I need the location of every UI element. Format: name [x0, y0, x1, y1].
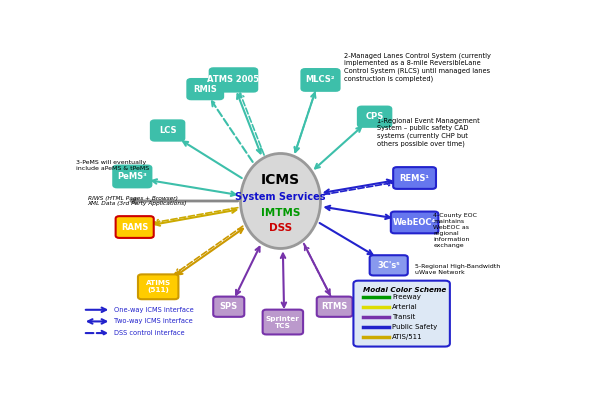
Text: 4-County EOC
maintains
WebEOC as
regional
information
exchange: 4-County EOC maintains WebEOC as regiona…: [433, 213, 477, 248]
FancyBboxPatch shape: [151, 120, 185, 140]
FancyBboxPatch shape: [302, 69, 339, 91]
FancyBboxPatch shape: [263, 310, 303, 334]
Text: IMTMS: IMTMS: [261, 208, 300, 218]
FancyBboxPatch shape: [370, 255, 408, 275]
Text: Modal Color Scheme: Modal Color Scheme: [363, 287, 446, 293]
Text: SPS: SPS: [220, 302, 238, 311]
Text: RAMS: RAMS: [121, 222, 148, 232]
Text: System Services: System Services: [236, 192, 326, 202]
Text: 2-Managed Lanes Control System (currently
implemented as a 8-mile ReversibleLane: 2-Managed Lanes Control System (currentl…: [344, 53, 491, 82]
Text: PeMS³: PeMS³: [117, 172, 148, 181]
Text: ICMS: ICMS: [261, 173, 300, 187]
Text: WebEOC⁴: WebEOC⁴: [393, 218, 436, 227]
Ellipse shape: [240, 154, 320, 248]
FancyBboxPatch shape: [391, 212, 438, 233]
Text: 3C's⁵: 3C's⁵: [378, 261, 400, 270]
Text: DSS control interface: DSS control interface: [114, 330, 184, 336]
FancyBboxPatch shape: [115, 216, 154, 238]
Text: REMS¹: REMS¹: [399, 174, 430, 183]
Text: ATIMS
(511): ATIMS (511): [146, 280, 171, 293]
Text: One-way ICMS interface: One-way ICMS interface: [114, 307, 193, 313]
Text: LCS: LCS: [159, 126, 177, 135]
Text: Transit: Transit: [392, 314, 415, 320]
Text: ATIS/511: ATIS/511: [392, 334, 422, 340]
Text: Arterial: Arterial: [392, 304, 418, 310]
Text: 3-PeMS will eventually
include aPeMS & tPeMS: 3-PeMS will eventually include aPeMS & t…: [76, 160, 149, 171]
FancyBboxPatch shape: [317, 297, 353, 317]
Text: Freeway: Freeway: [392, 294, 421, 300]
Text: Two-way ICMS interface: Two-way ICMS interface: [114, 318, 192, 324]
FancyBboxPatch shape: [358, 107, 392, 127]
FancyBboxPatch shape: [393, 167, 436, 189]
FancyBboxPatch shape: [138, 274, 178, 299]
FancyBboxPatch shape: [188, 79, 223, 99]
Text: DSS: DSS: [269, 223, 292, 233]
FancyBboxPatch shape: [353, 281, 450, 347]
Text: CPS: CPS: [365, 112, 384, 121]
FancyBboxPatch shape: [209, 68, 257, 92]
FancyBboxPatch shape: [213, 297, 244, 317]
Text: RIWS (HTML Pages + Browser)
XML Data (3rd Party Applications): RIWS (HTML Pages + Browser) XML Data (3r…: [87, 195, 187, 207]
Text: ATMS 2005: ATMS 2005: [208, 76, 260, 84]
Text: RTMS: RTMS: [322, 302, 348, 311]
Text: Sprinter
TCS: Sprinter TCS: [266, 316, 300, 328]
Text: MLCS²: MLCS²: [306, 76, 335, 84]
Text: 1-Regional Event Management
System – public safety CAD
systems (currently CHP bu: 1-Regional Event Management System – pub…: [377, 118, 480, 147]
FancyBboxPatch shape: [114, 166, 151, 187]
Text: Public Safety: Public Safety: [392, 324, 437, 330]
Text: RMIS: RMIS: [194, 85, 217, 94]
Text: 5-Regional High-Bandwidth
uWave Network: 5-Regional High-Bandwidth uWave Network: [415, 264, 500, 275]
